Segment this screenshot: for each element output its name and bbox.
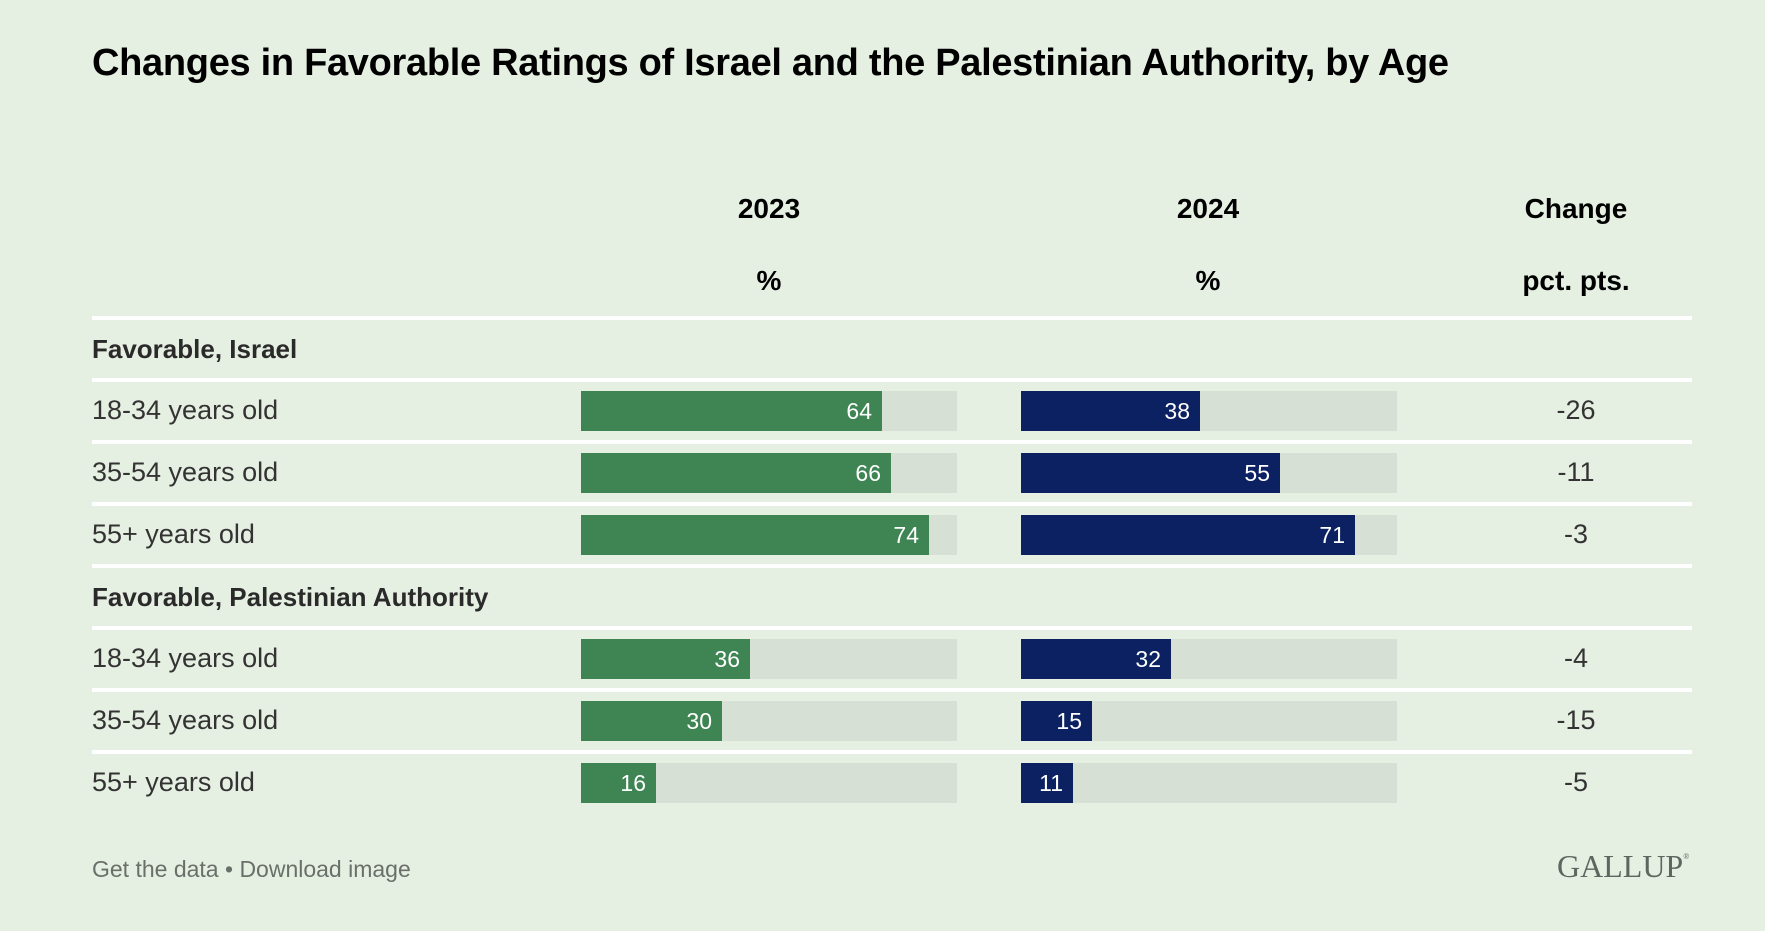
- bar-value-label: 36: [714, 646, 740, 672]
- bar-track-2024: 11: [1021, 763, 1397, 803]
- bar-track-2023: 16: [581, 763, 957, 803]
- bar-value-label: 55: [1244, 460, 1270, 486]
- bar-track-2024: 55: [1021, 453, 1397, 493]
- bar-2024: [1021, 515, 1355, 555]
- bar-value-label: 74: [893, 522, 919, 548]
- footer-links: Get the data • Download image: [92, 856, 411, 883]
- change-value: -5: [1563, 767, 1589, 797]
- bar-value-label: 16: [620, 770, 646, 796]
- bar-value-label: 66: [855, 460, 881, 486]
- section-label: Favorable, Israel: [92, 334, 298, 364]
- chart-title: Changes in Favorable Ratings of Israel a…: [92, 42, 1449, 84]
- row-label: 55+ years old: [92, 767, 255, 797]
- bar-track-2024: 38: [1021, 391, 1397, 431]
- row-divider: [92, 750, 1692, 754]
- bar-value-label: 11: [1039, 770, 1063, 796]
- footer-separator: •: [224, 856, 234, 882]
- bar-track-2024: 15: [1021, 701, 1397, 741]
- bar-track-2023: 64: [581, 391, 957, 431]
- row-divider: [92, 688, 1692, 692]
- bar-value-label: 30: [686, 708, 712, 734]
- bar-2023: [581, 763, 656, 803]
- row-label: 18-34 years old: [92, 395, 279, 425]
- bar-track-2023: 66: [581, 453, 957, 493]
- column-unit-2023: %: [756, 265, 782, 296]
- column-header-2024: 2024: [1176, 193, 1240, 224]
- bar-value-label: 32: [1135, 646, 1161, 672]
- bar-value-label: 15: [1056, 708, 1082, 734]
- change-value: -3: [1563, 519, 1589, 549]
- section-label: Favorable, Palestinian Authority: [92, 582, 489, 612]
- bar-2023: [581, 515, 929, 555]
- bar-2023: [581, 639, 750, 679]
- bar-2023: [581, 701, 722, 741]
- bar-2024: [1021, 763, 1073, 803]
- column-header-change: Change: [1524, 193, 1628, 224]
- row-label: 35-54 years old: [92, 457, 279, 487]
- column-unit-change: pct. pts.: [1522, 265, 1630, 296]
- download-image-link[interactable]: Download image: [239, 856, 411, 882]
- bar-track-2024: 32: [1021, 639, 1397, 679]
- bar-track-2023: 30: [581, 701, 957, 741]
- bar-value-label: 38: [1164, 398, 1190, 424]
- row-divider: [92, 440, 1692, 444]
- bar-value-label: 71: [1319, 522, 1345, 548]
- header-divider: [92, 316, 1692, 320]
- bar-value-label: 64: [846, 398, 872, 424]
- bar-2024: [1021, 701, 1092, 741]
- change-value: -15: [1556, 705, 1596, 735]
- bar-2024: [1021, 453, 1280, 493]
- row-divider: [92, 626, 1692, 630]
- bar-2024: [1021, 639, 1171, 679]
- row-divider: [92, 564, 1692, 568]
- column-unit-2024: %: [1195, 265, 1221, 296]
- row-label: 55+ years old: [92, 519, 255, 549]
- get-data-link[interactable]: Get the data: [92, 856, 219, 882]
- row-divider: [92, 378, 1692, 382]
- row-divider: [92, 502, 1692, 506]
- change-value: -4: [1563, 643, 1589, 673]
- bar-2023: [581, 391, 882, 431]
- gallup-logo-text: GALLUP: [1557, 848, 1684, 884]
- bar-2023: [581, 453, 891, 493]
- row-label: 35-54 years old: [92, 705, 279, 735]
- row-label: 18-34 years old: [92, 643, 279, 673]
- change-value: -11: [1557, 457, 1595, 487]
- bar-track-2023: 74: [581, 515, 957, 555]
- bar-track-2024: 71: [1021, 515, 1397, 555]
- column-header-2023: 2023: [737, 193, 801, 224]
- bar-2024: [1021, 391, 1200, 431]
- bar-track-2023: 36: [581, 639, 957, 679]
- change-value: -26: [1556, 395, 1596, 425]
- registered-mark: ®: [1683, 852, 1690, 861]
- gallup-logo: GALLUP®: [1557, 848, 1689, 885]
